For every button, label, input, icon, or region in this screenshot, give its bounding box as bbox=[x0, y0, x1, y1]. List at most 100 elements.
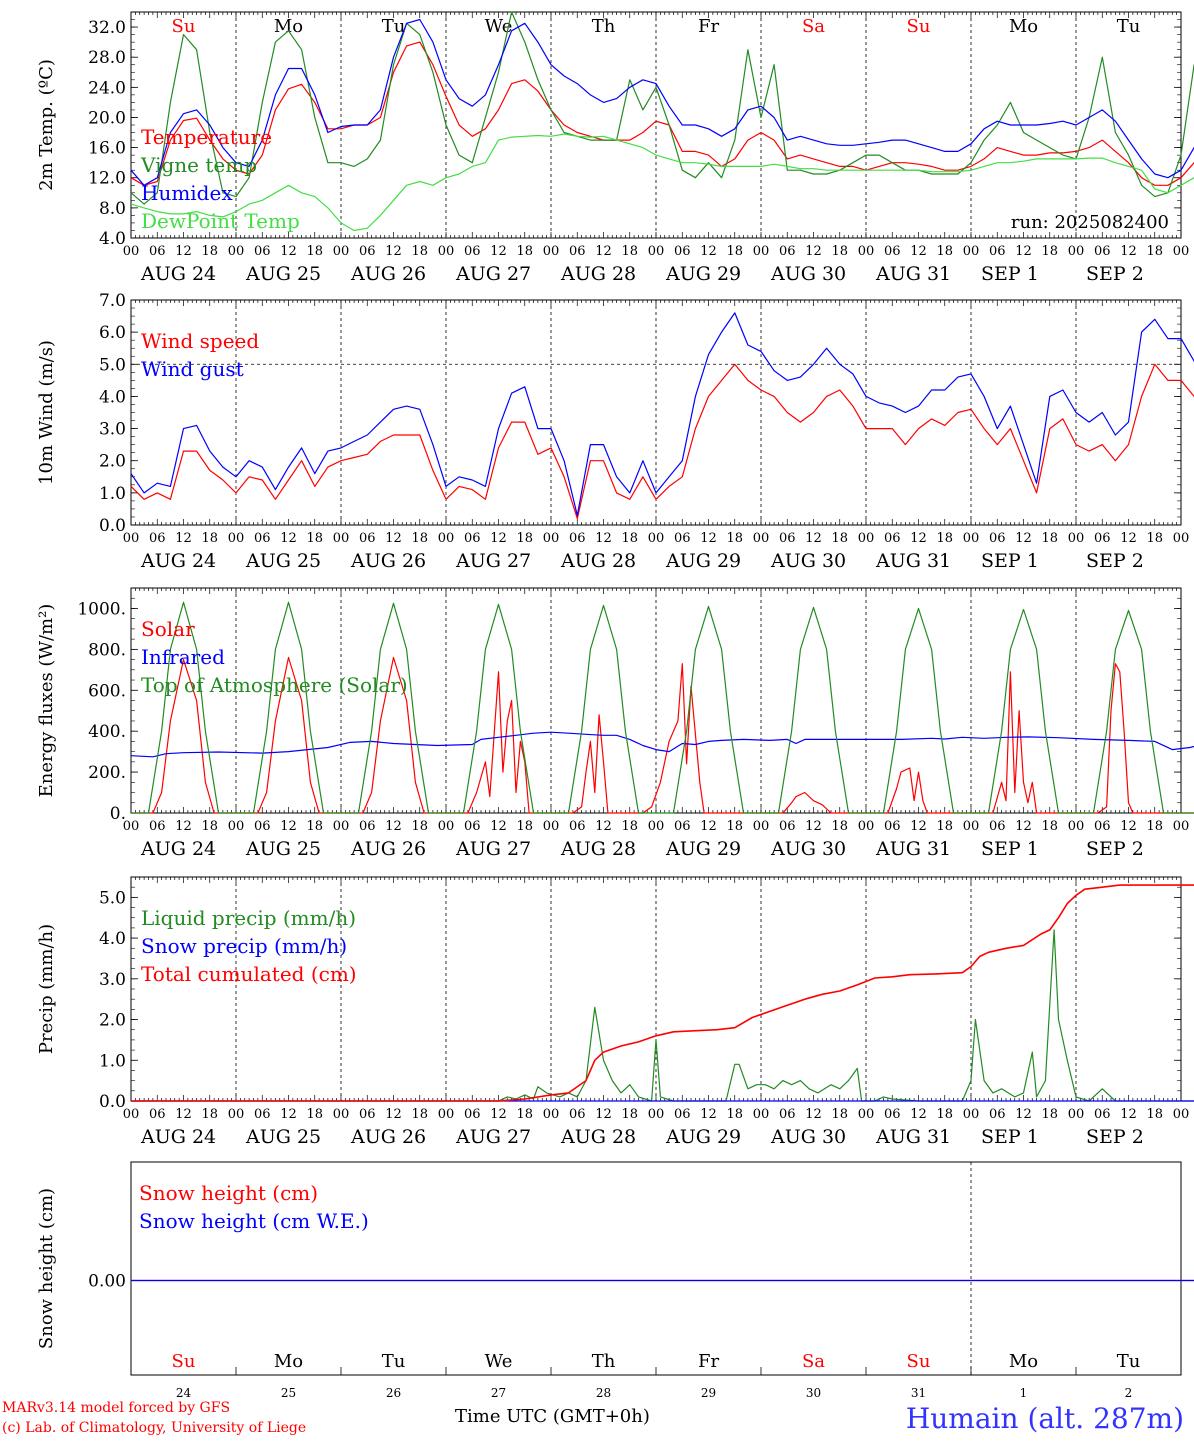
hour-tick-label: 06 bbox=[149, 819, 166, 834]
hour-tick-label: 06 bbox=[779, 1107, 796, 1122]
date-label: SEP 2 bbox=[1086, 263, 1144, 285]
date-label: SEP 2 bbox=[1086, 838, 1144, 860]
date-label: SEP 2 bbox=[1086, 550, 1144, 572]
hour-tick-label: 12 bbox=[175, 531, 192, 546]
hour-tick-label: 00 bbox=[123, 531, 140, 546]
hour-tick-label: 18 bbox=[201, 1107, 218, 1122]
y-tick-label: 28.0 bbox=[88, 48, 126, 68]
weekday-label: Tu bbox=[1117, 16, 1141, 37]
y-tick-label: 8.0 bbox=[99, 199, 126, 219]
hour-tick-label: 12 bbox=[280, 531, 297, 546]
credit-line-2: (c) Lab. of Climatology, University of L… bbox=[2, 1420, 307, 1436]
hour-tick-label: 12 bbox=[490, 244, 507, 259]
hour-tick-label: 12 bbox=[490, 1107, 507, 1122]
hour-tick-label: 18 bbox=[306, 819, 323, 834]
hour-tick-label: 12 bbox=[700, 531, 717, 546]
day-number-label: 31 bbox=[911, 1386, 926, 1400]
hour-tick-label: 00 bbox=[333, 531, 350, 546]
hour-tick-label: 00 bbox=[543, 819, 560, 834]
hour-tick-label: 00 bbox=[963, 819, 980, 834]
panel-temp: 00 06 12 18 00 06 12 18 00 06 12 18 00 06 12 18 00 06 12 18… bbox=[36, 11, 1194, 285]
hour-tick-label: 18 bbox=[936, 1107, 953, 1122]
hour-tick-label: 12 bbox=[700, 1107, 717, 1122]
hour-tick-label: 18 bbox=[936, 819, 953, 834]
hour-tick-label: 00 bbox=[228, 244, 245, 259]
y-tick-label: 0.0 bbox=[99, 1092, 126, 1112]
date-label: AUG 27 bbox=[455, 550, 531, 572]
date-label: SEP 1 bbox=[981, 1126, 1039, 1148]
hour-tick-label: 12 bbox=[805, 819, 822, 834]
y-axis-label: 2m Temp. (ºC) bbox=[36, 59, 57, 191]
hour-tick-label: 12 bbox=[280, 819, 297, 834]
hour-tick-label: 18 bbox=[516, 531, 533, 546]
legend-entry: Infrared bbox=[141, 645, 225, 669]
hour-tick-label: 12 bbox=[595, 531, 612, 546]
hour-tick-label: 06 bbox=[989, 819, 1006, 834]
hour-tick-label: 12 bbox=[595, 1107, 612, 1122]
date-label: AUG 27 bbox=[455, 1126, 531, 1148]
hour-tick-label: 12 bbox=[1015, 244, 1032, 259]
weekday-label: Mo bbox=[274, 16, 303, 37]
hour-tick-label: 00 bbox=[228, 531, 245, 546]
hour-tick-label: 12 bbox=[1015, 531, 1032, 546]
hour-tick-label: 12 bbox=[490, 819, 507, 834]
hour-tick-label: 06 bbox=[464, 1107, 481, 1122]
hour-tick-label: 06 bbox=[884, 819, 901, 834]
hour-tick-label: 06 bbox=[674, 244, 691, 259]
series-line-red bbox=[131, 884, 1194, 1102]
date-label: AUG 26 bbox=[350, 263, 426, 285]
weekday-label: Su bbox=[907, 16, 931, 37]
hour-tick-label: 18 bbox=[306, 1107, 323, 1122]
hour-tick-label: 06 bbox=[254, 1107, 271, 1122]
hour-tick-label: 00 bbox=[1173, 244, 1190, 259]
hour-tick-label: 00 bbox=[123, 244, 140, 259]
hour-tick-label: 06 bbox=[254, 819, 271, 834]
hour-tick-label: 12 bbox=[385, 819, 402, 834]
y-tick-label: 0.0 bbox=[99, 516, 126, 536]
hour-tick-label: 00 bbox=[1173, 819, 1190, 834]
y-tick-label: 1.0 bbox=[99, 1051, 126, 1071]
y-tick-label: 5.0 bbox=[99, 355, 126, 375]
y-tick-label: 800. bbox=[88, 640, 126, 660]
y-tick-label: 20.0 bbox=[88, 108, 126, 128]
hour-tick-label: 00 bbox=[333, 1107, 350, 1122]
day-number-label: 29 bbox=[701, 1386, 716, 1400]
weekday-label: Fr bbox=[698, 16, 719, 37]
hour-tick-label: 12 bbox=[490, 531, 507, 546]
date-label: AUG 30 bbox=[770, 263, 846, 285]
hour-tick-label: 06 bbox=[989, 244, 1006, 259]
hour-tick-label: 18 bbox=[726, 819, 743, 834]
hour-tick-label: 18 bbox=[411, 531, 428, 546]
y-tick-label: 4.0 bbox=[99, 387, 126, 407]
hour-tick-label: 18 bbox=[411, 819, 428, 834]
hour-tick-label: 00 bbox=[1068, 1107, 1085, 1122]
hour-tick-label: 18 bbox=[1041, 531, 1058, 546]
hour-tick-label: 12 bbox=[1015, 1107, 1032, 1122]
hour-tick-label: 00 bbox=[1068, 819, 1085, 834]
plot-frame bbox=[130, 299, 1182, 526]
hour-tick-label: 00 bbox=[1068, 531, 1085, 546]
hour-tick-label: 00 bbox=[438, 244, 455, 259]
y-tick-label: 0. bbox=[110, 804, 126, 824]
y-tick-label: 12.0 bbox=[88, 169, 126, 189]
y-tick-label: 2.0 bbox=[99, 452, 126, 472]
hour-tick-label: 00 bbox=[648, 819, 665, 834]
hour-tick-label: 12 bbox=[910, 819, 927, 834]
hour-tick-label: 00 bbox=[438, 1107, 455, 1122]
legend-entry: Wind gust bbox=[141, 357, 244, 381]
day-number-label: 26 bbox=[386, 1386, 401, 1400]
hour-tick-label: 00 bbox=[123, 1107, 140, 1122]
legend-entry: Top of Atmosphere (Solar) bbox=[141, 673, 408, 697]
weekday-label: Su bbox=[907, 1351, 931, 1372]
date-label: AUG 31 bbox=[875, 550, 951, 572]
hour-tick-label: 06 bbox=[884, 244, 901, 259]
hour-tick-label: 00 bbox=[333, 244, 350, 259]
weekday-label: Sa bbox=[802, 16, 825, 37]
weekday-label: Sa bbox=[802, 1351, 825, 1372]
panel-precip: 00 06 12 18 00 06 12 18 00 06 12 18 00 06 12 18 00 06 12 18… bbox=[36, 876, 1194, 1148]
hour-tick-label: 00 bbox=[648, 244, 665, 259]
hour-tick-label: 18 bbox=[621, 1107, 638, 1122]
y-tick-label: 2.0 bbox=[99, 1011, 126, 1031]
hour-tick-label: 06 bbox=[674, 1107, 691, 1122]
